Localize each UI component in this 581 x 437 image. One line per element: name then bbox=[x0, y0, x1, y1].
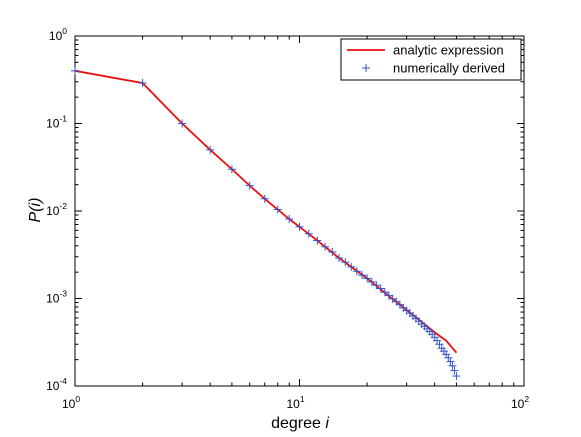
legend-entry-numeric: numerically derived bbox=[393, 61, 505, 76]
y-axis-title: P(i) bbox=[27, 198, 44, 223]
x-axis-title: degree i bbox=[271, 415, 329, 432]
legend-entry-analytic: analytic expression bbox=[393, 43, 504, 58]
plot-area bbox=[75, 36, 524, 386]
legend: analytic expression numerically derived bbox=[341, 39, 521, 80]
